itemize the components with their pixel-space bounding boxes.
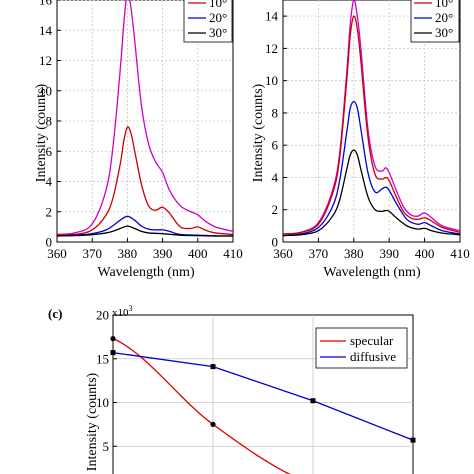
legend-box	[183, 0, 233, 43]
y-tick-label: 6	[272, 138, 279, 153]
diffusive-point	[310, 398, 316, 404]
legend-label-20: 20°	[209, 10, 227, 25]
y-tick-label: 15	[96, 351, 109, 366]
chart-panel-a: 0 2 4 6 8 10 12 14 16 360 370 380 390 400 410 Intensi…	[34, 0, 243, 280]
series-line-3	[56, 225, 234, 237]
legend-box	[410, 0, 460, 43]
specular-point	[210, 421, 216, 427]
series-line-diffusive	[112, 351, 414, 441]
chart-panel-b: 0 2 4 6 8 10 12 14 360 370 380 390 400 410 Intensity…	[251, 0, 470, 280]
y-tick-label: 10	[96, 395, 109, 410]
y-tick-label: 4	[272, 170, 279, 185]
x-tick-label: 410	[450, 246, 470, 261]
x-tick-label: 370	[82, 246, 102, 261]
plot-frame	[282, 0, 461, 243]
y-tick-label: 4	[46, 174, 53, 189]
y-tick-label: 0	[272, 235, 279, 250]
x-tick-label: 400	[188, 246, 208, 261]
diffusive-point	[110, 350, 116, 356]
y-tick-label: 12	[265, 41, 278, 56]
legend: 10° 20° 30°	[183, 0, 233, 43]
y-tick-label: 16	[39, 0, 53, 8]
x-tick-label: 370	[309, 246, 329, 261]
chart-panel-c: (c) x103 5 10 15 20 Intensity (counts) spec…	[48, 304, 416, 474]
y-tick-label: 20	[96, 308, 109, 323]
x-axis-label: Wavelength (nm)	[323, 265, 421, 280]
diffusive-point	[410, 437, 416, 443]
y-tick-label: 8	[272, 105, 279, 120]
legend-label-30: 30°	[209, 25, 227, 40]
series-line-0	[56, 0, 234, 236]
legend-label-30: 30°	[435, 25, 453, 40]
legend-box	[315, 327, 408, 369]
legend-label-diffusive: diffusive	[350, 349, 396, 364]
specular-point	[110, 336, 116, 342]
y-multiplier: x103	[112, 304, 133, 319]
legend: specular diffusive	[315, 327, 408, 369]
legend-label-10: 10°	[209, 0, 227, 10]
y-tick-label: 12	[39, 53, 52, 68]
diffusive-point	[210, 364, 216, 370]
x-tick-label: 360	[273, 246, 293, 261]
y-tick-label: 10	[265, 73, 278, 88]
legend-label-20: 20°	[435, 10, 453, 25]
series-line-1	[56, 126, 234, 236]
x-tick-label: 380	[344, 246, 364, 261]
x-tick-label: 360	[47, 246, 67, 261]
series-line-2	[282, 100, 461, 237]
legend: 10° 20° 30°	[410, 0, 460, 43]
y-tick-label: 14	[39, 23, 53, 38]
y-tick-label: 8	[46, 114, 53, 129]
series-line-3	[282, 149, 461, 237]
y-tick-label: 5	[103, 439, 110, 454]
y-tick-label: 2	[46, 204, 53, 219]
y-axis-label: Intensity (counts)	[34, 83, 49, 182]
x-tick-label: 390	[153, 246, 173, 261]
legend-label-specular: specular	[350, 333, 394, 348]
y-tick-label: 0	[46, 235, 53, 250]
panel-label: (c)	[48, 306, 62, 321]
series-line-specular	[112, 338, 291, 474]
series-line-1	[282, 15, 461, 235]
x-axis-label: Wavelength (nm)	[97, 265, 195, 280]
legend-label-10: 10°	[435, 0, 453, 10]
y-axis-label: Intensity (counts)	[251, 83, 266, 182]
y-axis-label: Intensity (counts)	[85, 372, 100, 471]
x-tick-label: 410	[223, 246, 243, 261]
y-tick-label: 6	[46, 144, 53, 159]
y-tick-label: 10	[39, 83, 52, 98]
y-tick-label: 2	[272, 202, 279, 217]
y-tick-label: 14	[265, 9, 279, 24]
x-tick-label: 380	[118, 246, 138, 261]
x-tick-label: 400	[415, 246, 435, 261]
x-tick-label: 390	[379, 246, 399, 261]
